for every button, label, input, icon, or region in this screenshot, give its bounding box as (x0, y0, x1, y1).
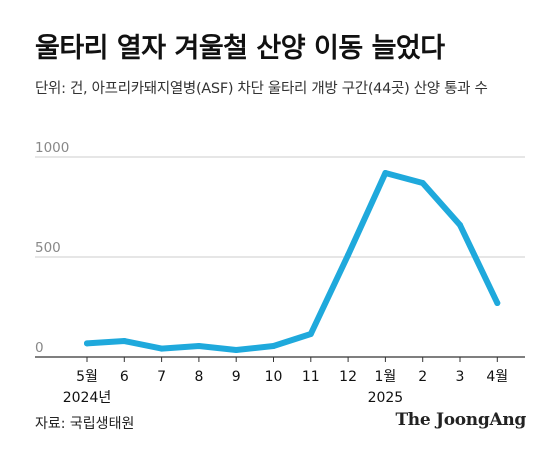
x-tick-label: 6 (120, 369, 129, 385)
x-tick-label: 12 (339, 369, 357, 385)
x-tick-label: 5월 (76, 369, 98, 385)
x-tick-label: 1월 (375, 369, 397, 385)
x-tick-label: 9 (232, 369, 241, 385)
series-line (84, 170, 501, 353)
series-layer (84, 170, 501, 353)
year-label: 2025 (368, 390, 404, 406)
x-tick-label: 2 (418, 369, 427, 385)
line-chart: 0 500 1000 5월 6 7 8 9 10 11 12 1월 2 3 4월 2024년 2025 (35, 140, 525, 406)
x-tick-labels: 5월 6 7 8 9 10 11 12 1월 2 3 4월 2024년 2025 (63, 357, 508, 406)
x-tick-label: 4월 (486, 369, 508, 385)
x-tick-label: 7 (157, 369, 166, 385)
data-point (457, 222, 463, 228)
chart-title: 울타리 열자 겨울철 산양 이동 늘었다 (35, 33, 445, 64)
y-tick-label: 1000 (35, 140, 69, 156)
year-label: 2024년 (63, 390, 112, 406)
data-point (270, 343, 277, 349)
data-point (419, 180, 426, 186)
data-point (195, 343, 202, 349)
y-tick-label: 0 (35, 340, 44, 356)
grid-layer (35, 156, 525, 358)
source-note: 자료: 국립생태원 (35, 416, 135, 432)
chart-subtitle: 단위: 건, 아프리카돼지열병(ASF) 차단 울타리 개방 구간(44곳) 산… (35, 81, 488, 97)
x-tick-label: 8 (194, 369, 203, 385)
data-point (494, 300, 501, 306)
data-point (84, 340, 90, 347)
data-point (382, 170, 389, 176)
x-tick-label: 3 (456, 369, 465, 385)
data-point (158, 345, 165, 352)
data-point (345, 252, 352, 258)
data-point (121, 338, 128, 344)
data-point (233, 347, 240, 353)
y-tick-label: 500 (35, 240, 61, 256)
y-tick-labels: 0 500 1000 (35, 140, 69, 356)
data-point (307, 331, 314, 337)
publisher-logo: The JoongAng (395, 410, 526, 430)
x-tick-label: 11 (302, 369, 320, 385)
x-tick-label: 10 (265, 369, 283, 385)
